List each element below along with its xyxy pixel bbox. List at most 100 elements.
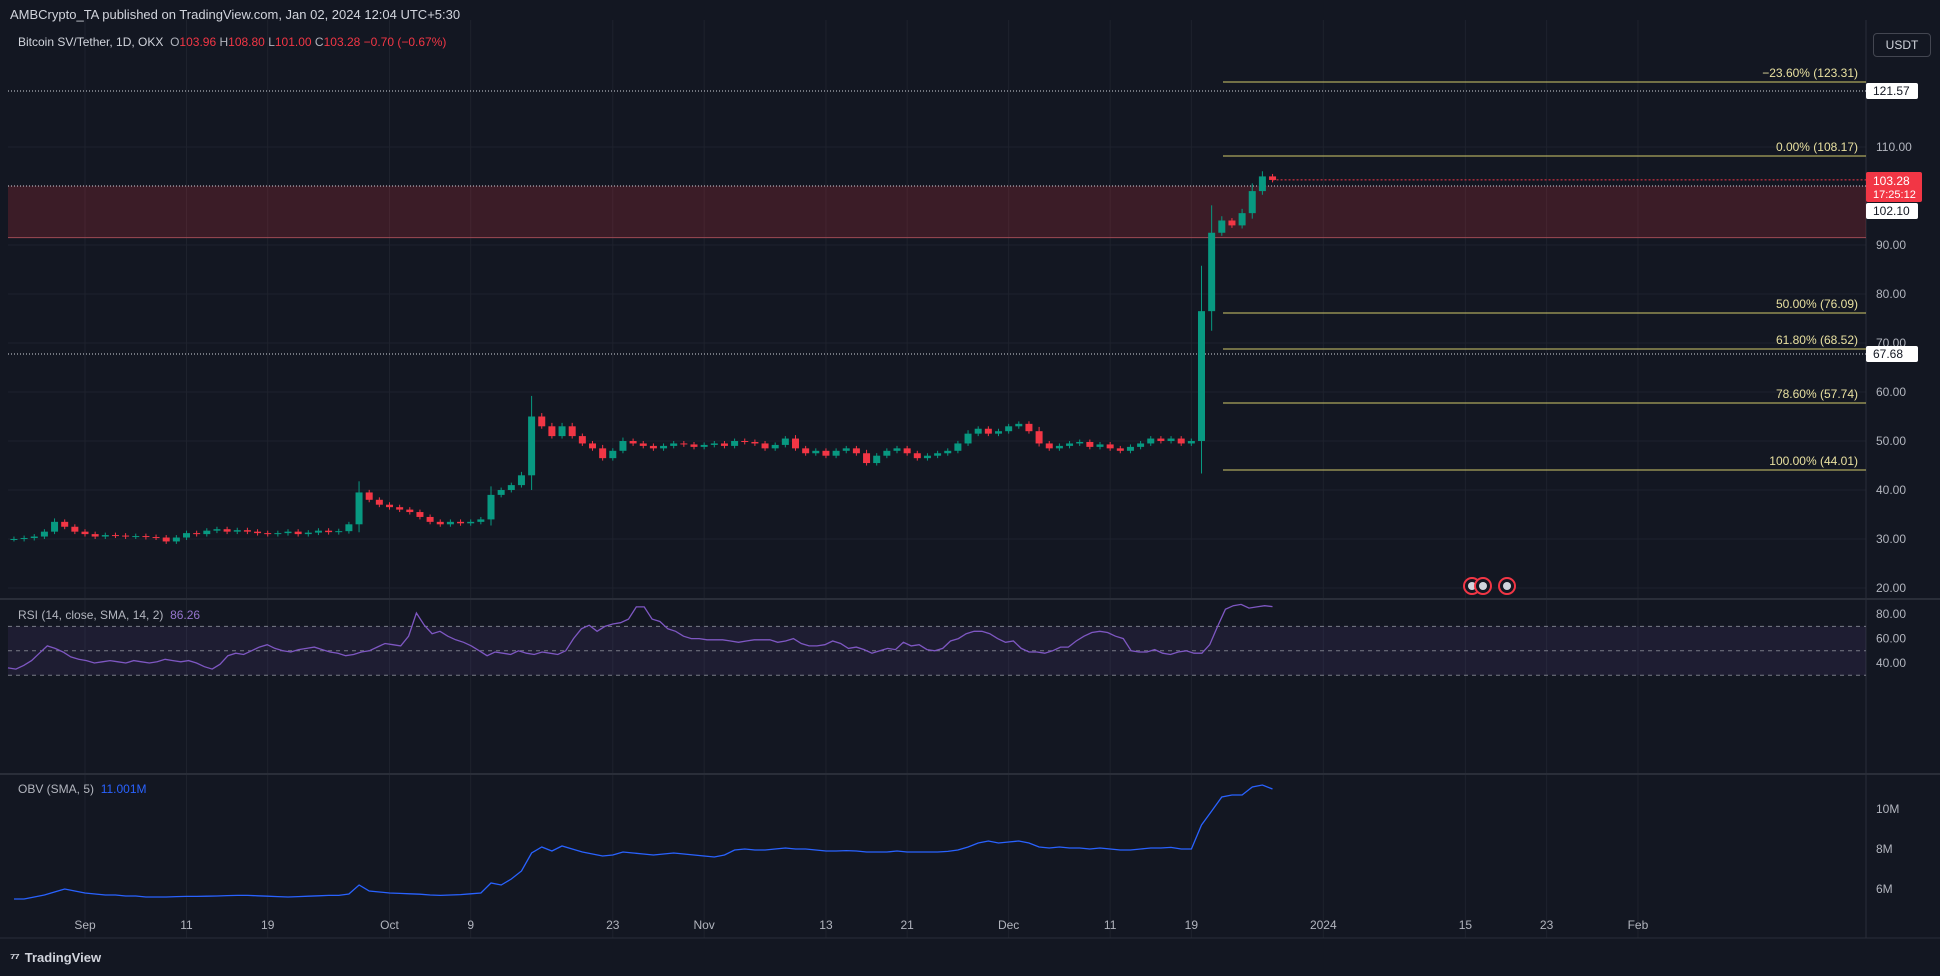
candle-body — [436, 521, 444, 525]
candle-body — [284, 531, 292, 534]
candle-body — [396, 507, 404, 510]
rsi-tick: 60.00 — [1876, 632, 1906, 646]
time-tick: 9 — [467, 918, 474, 932]
candle-body — [690, 444, 698, 447]
candle-body — [1025, 423, 1033, 432]
candle-body — [355, 492, 363, 525]
candle-body — [162, 537, 170, 542]
candle-body — [274, 533, 282, 535]
candle-body — [913, 453, 921, 459]
candle-body — [1167, 438, 1175, 441]
candle-body — [873, 455, 881, 464]
candle-body — [802, 448, 810, 454]
price-label-121-bg — [1866, 83, 1918, 99]
symbol-legend: Bitcoin SV/Tether, 1D, OKX O103.96 H108.… — [18, 35, 447, 49]
candle-body — [944, 450, 952, 454]
rsi-legend: RSI (14, close, SMA, 14, 2) 86.26 — [18, 608, 200, 622]
candle-body — [497, 490, 505, 495]
candle-body — [81, 531, 89, 535]
time-tick: Dec — [998, 918, 1019, 932]
candle-body — [193, 533, 201, 535]
candle-body — [903, 448, 911, 454]
last-price-label: 103.28 — [1873, 174, 1910, 188]
obv-label: OBV (SMA, 5) — [18, 782, 95, 796]
obv-value: 11.001M — [100, 782, 147, 796]
candle-body — [893, 448, 901, 451]
candle-body — [954, 443, 962, 451]
candle-body — [517, 475, 525, 486]
candle-body — [741, 441, 749, 442]
candle-body — [731, 441, 739, 446]
candle-body — [254, 531, 262, 534]
candle-body — [1269, 176, 1277, 180]
candle-body — [934, 453, 942, 456]
price-tick: 40.00 — [1876, 483, 1906, 497]
candle-body — [477, 519, 485, 522]
candle-body — [680, 443, 688, 445]
candle-body — [599, 448, 607, 459]
candle-body — [822, 450, 830, 456]
time-tick: 11 — [1104, 918, 1117, 932]
publisher-line: AMBCrypto_TA published on TradingView.co… — [10, 7, 461, 22]
price-tick: 50.00 — [1876, 434, 1906, 448]
candle-body — [1228, 220, 1236, 226]
candle-body — [1055, 445, 1063, 449]
candle-body — [863, 453, 871, 464]
candle-body — [649, 445, 657, 449]
candle-body — [467, 521, 475, 524]
candle-body — [528, 416, 536, 476]
price-tick: 110.00 — [1876, 140, 1912, 154]
candle-body — [91, 534, 99, 537]
brand-label: TradingView — [24, 950, 102, 965]
candle-body — [792, 438, 799, 449]
time-tick: 23 — [606, 918, 620, 932]
candle-body — [1076, 441, 1084, 444]
low-value: 101.00 — [274, 35, 312, 49]
time-tick: 2024 — [1310, 918, 1337, 932]
candle-body — [538, 416, 546, 427]
candle-body — [670, 443, 678, 446]
candle-body — [51, 521, 59, 532]
candle-body — [507, 485, 515, 490]
candle-body — [1147, 438, 1155, 444]
fib-label: 100.00% (44.01) — [1769, 454, 1858, 468]
time-tick: 23 — [1540, 918, 1554, 932]
candle-body — [1198, 311, 1205, 441]
candle-body — [883, 450, 891, 456]
time-tick: Feb — [1628, 918, 1649, 932]
candle-body — [20, 538, 28, 540]
time-tick: Oct — [380, 918, 399, 932]
candle-body — [365, 492, 373, 500]
candle-body — [304, 532, 312, 535]
time-tick: 21 — [900, 918, 914, 932]
candle-body — [30, 536, 38, 539]
candle-body — [1096, 444, 1104, 447]
time-tick: 19 — [261, 918, 275, 932]
candles — [10, 171, 1277, 544]
candle-body — [842, 448, 850, 451]
tradingview-logo-icon: ⁷⁷ — [10, 950, 20, 965]
fibonacci-retracement[interactable]: −23.60% (123.31) 0.00% (108.17) 50.00% (76… — [1223, 66, 1866, 471]
time-axis[interactable]: Sep 11 19 Oct 9 23 Nov 13 21 Dec 11 19 2024 15 23 Feb — [74, 918, 1648, 932]
candle-body — [1066, 443, 1074, 446]
candle-body — [964, 433, 972, 444]
candle-body — [71, 526, 79, 532]
candle-body — [132, 536, 140, 538]
symbol-name: Bitcoin SV/Tether, 1D, OKX — [18, 35, 164, 49]
candle-body — [923, 455, 931, 459]
candle-body — [386, 504, 393, 508]
price-label-67: 67.68 — [1873, 347, 1903, 361]
candle-body — [609, 450, 617, 459]
candle-body — [812, 450, 820, 454]
rsi-tick: 80.00 — [1876, 607, 1906, 621]
tradingview-brand: ⁷⁷ TradingView — [10, 950, 101, 965]
time-tick: 15 — [1459, 918, 1473, 932]
candle-body — [101, 535, 109, 537]
event-markers[interactable] — [1463, 577, 1516, 595]
price-axis[interactable]: 20.0030.0040.0050.0060.0070.0080.0090.00… — [1876, 140, 1912, 896]
candle-body — [619, 441, 627, 451]
price-label-67-bg — [1866, 346, 1918, 362]
currency-button[interactable]: USDT — [1873, 33, 1931, 57]
price-label-121: 121.57 — [1873, 84, 1910, 98]
